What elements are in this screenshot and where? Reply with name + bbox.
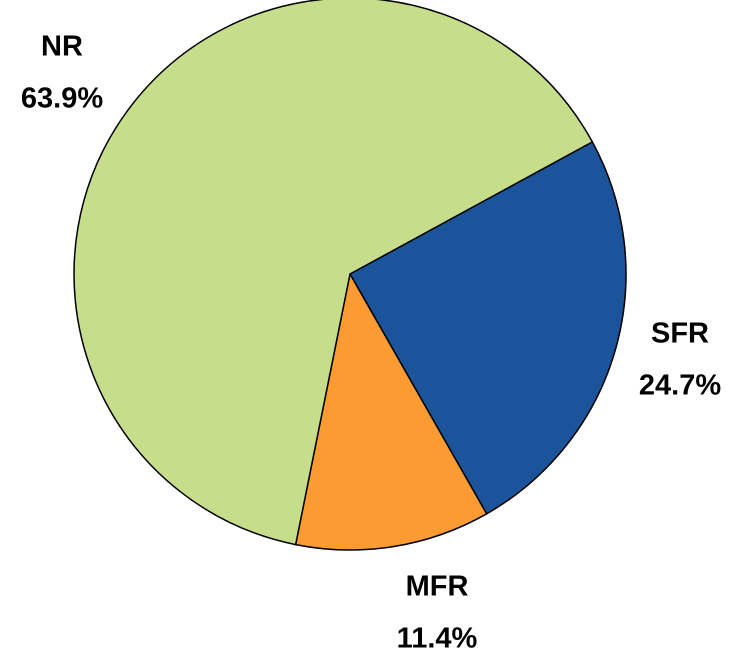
slice-value-label: 11.4% [397,623,478,655]
slice-label: SFR [651,318,709,350]
slice-value-label: 24.7% [639,370,721,402]
pie-slice [348,140,627,515]
pie-slice [294,271,488,551]
pie-slice [73,0,594,546]
slice-value-label: 63.9% [21,83,103,115]
slice-label: NR [41,31,83,63]
slice-label: MFR [406,571,469,603]
